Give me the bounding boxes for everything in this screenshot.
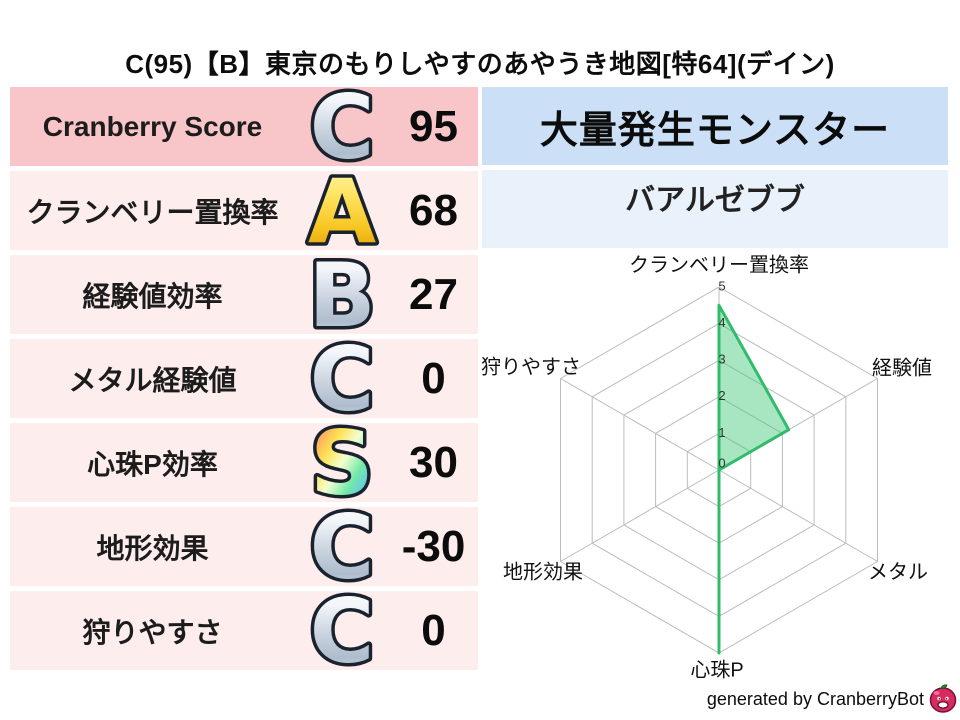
svg-text:メタル: メタル	[868, 560, 928, 583]
stat-value: 68	[409, 185, 458, 235]
svg-text:4: 4	[718, 315, 725, 330]
grade-badge: S	[300, 409, 384, 519]
svg-text:狩りやすさ: 狩りやすさ	[481, 355, 581, 378]
svg-text:2: 2	[718, 388, 725, 403]
credit-text: generated by CranberryBot	[706, 688, 924, 709]
svg-text:A: A	[308, 160, 376, 263]
grade-badge: C	[300, 73, 384, 183]
stat-label: 狩りやすさ	[82, 616, 223, 648]
stat-row-terrain-effect: 地形効果 C -30	[10, 493, 478, 603]
stat-value: 95	[409, 101, 458, 151]
grade-badge: B	[300, 241, 384, 351]
svg-text:B: B	[308, 244, 375, 347]
svg-text:1: 1	[718, 425, 725, 440]
svg-text:地形効果: 地形効果	[503, 560, 583, 583]
monster-panel-header: 大量発生モンスター	[482, 87, 948, 165]
stat-label: Cranberry Score	[42, 110, 263, 142]
credit-footer: generated by CranberryBot	[707, 683, 958, 715]
grade-badge: C	[300, 577, 384, 687]
svg-text:C: C	[310, 328, 375, 431]
stat-label: メタル経験値	[68, 364, 237, 396]
stat-value: -30	[401, 521, 466, 571]
stat-label: 経験値効率	[82, 280, 223, 312]
stat-value: 0	[421, 353, 446, 403]
stat-row-replacement-rate: クランベリー置換率 A 68	[10, 157, 478, 267]
stat-label: 地形効果	[96, 532, 209, 564]
svg-text:0: 0	[718, 455, 725, 470]
svg-text:経験値: 経験値	[872, 356, 932, 379]
stat-row-metal-exp: メタル経験値 C 0	[10, 325, 478, 435]
stat-value: 27	[409, 269, 458, 319]
grade-badge: A	[300, 157, 384, 267]
svg-text:クランベリー置換率: クランベリー置換率	[629, 253, 809, 276]
monster-name: バアルゼブブ	[482, 170, 948, 248]
stat-row-huntability: 狩りやすさ C 0	[10, 577, 478, 687]
svg-text:C: C	[310, 76, 375, 179]
svg-text:C: C	[310, 580, 375, 683]
svg-text:5: 5	[718, 278, 725, 293]
stat-label: 心珠P効率	[87, 448, 218, 480]
stat-value: 30	[409, 437, 458, 487]
svg-text:C: C	[310, 496, 375, 599]
grade-badge: C	[300, 493, 384, 603]
page-title: C(95)【B】東京のもりしやすのあやうき地図[特64](デイン)	[125, 49, 835, 79]
stats-table: Cranberry Score C 95 クランベリー置換率 A 68 経験値効…	[10, 73, 478, 687]
grade-badge: C	[300, 325, 384, 435]
svg-text:心珠P: 心珠P	[690, 658, 743, 681]
stat-label: クランベリー置換率	[26, 196, 279, 228]
stat-row-shinju-p: 心珠P効率 S 30	[10, 409, 478, 519]
cranberry-bot-icon	[929, 684, 957, 713]
svg-text:S: S	[310, 412, 373, 515]
stat-value: 0	[421, 605, 446, 655]
stat-row-cranberry-score: Cranberry Score C 95	[10, 73, 478, 183]
svg-text:3: 3	[718, 352, 725, 367]
stat-row-exp-efficiency: 経験値効率 B 27	[10, 241, 478, 351]
